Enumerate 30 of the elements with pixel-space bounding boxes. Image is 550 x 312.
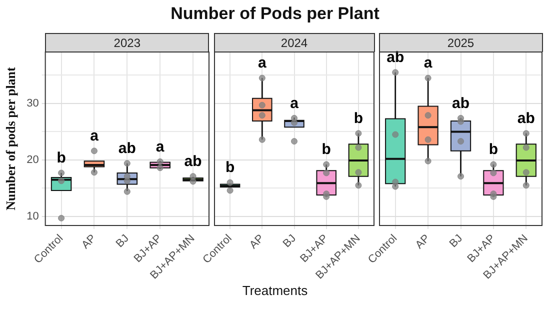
annotation: a	[290, 94, 300, 112]
x-tick-label: AP	[80, 232, 98, 252]
chart-subtitle: 2025	[447, 36, 474, 50]
x-tick-label: BJ	[114, 232, 132, 250]
annotation: b	[56, 150, 66, 167]
annotation: b	[354, 110, 364, 128]
x-axis-title: Treatments	[241, 283, 309, 298]
annotation: b	[225, 159, 235, 176]
y-axis-title: Number of pods per plant	[3, 66, 18, 210]
x-tick-label: AP	[248, 232, 266, 252]
annotation: a	[156, 138, 165, 156]
x-tick-label: AP	[413, 232, 432, 252]
annotation: a	[424, 54, 433, 72]
annotation: ab	[517, 110, 535, 128]
x-tick-label: BJ	[280, 232, 299, 250]
annotation: a	[258, 54, 267, 72]
text: Number of Pods per Plant	[170, 3, 380, 25]
annotation: b	[322, 141, 331, 158]
annotation: a	[90, 128, 100, 145]
x-tick-label: BJ	[447, 232, 466, 250]
y-tick-label: 20	[26, 154, 39, 166]
y-tick-label: 30	[26, 97, 39, 110]
y-tick-label: 10	[26, 210, 39, 222]
annotation: ab	[386, 49, 404, 66]
annotation: b	[488, 141, 498, 158]
annotation: ab	[118, 140, 136, 157]
annotation: ab	[184, 152, 202, 170]
annotation: ab	[452, 94, 470, 112]
chart-subtitle: 2023	[44, 32, 210, 52]
chart-subtitle: 2024	[214, 32, 374, 52]
